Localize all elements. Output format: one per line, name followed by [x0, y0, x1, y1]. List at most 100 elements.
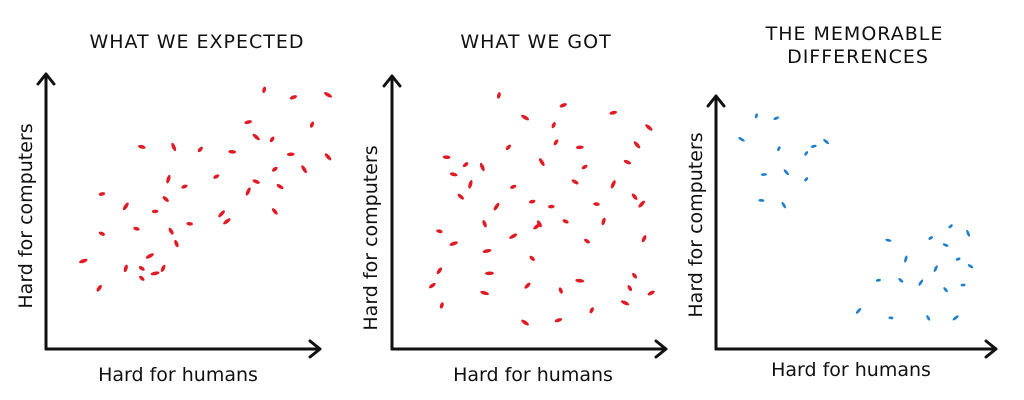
scatter-point: [758, 198, 765, 202]
scatter-point: [166, 174, 171, 184]
scatter-point: [509, 233, 518, 239]
scatter-point: [276, 184, 284, 190]
scatter-point: [289, 95, 298, 100]
scatter-point: [436, 267, 443, 275]
scatter-point: [562, 219, 569, 224]
scatter-point: [98, 192, 106, 196]
scatter-point: [898, 278, 904, 283]
scatter-point: [631, 193, 638, 200]
chart-title: WHAT WE GOT: [460, 31, 611, 53]
scatter-point: [462, 162, 469, 168]
scatter-point: [933, 265, 938, 273]
scatter-point: [553, 139, 559, 146]
scatter-point: [645, 124, 653, 131]
scatter-point: [942, 243, 949, 247]
scatter-point: [538, 158, 545, 167]
panel-expected: WHAT WE EXPECTED Hard for humans Hard fo…: [15, 31, 332, 386]
scatter-point: [773, 116, 780, 120]
scatter-point: [480, 290, 489, 296]
scatter-point: [575, 278, 585, 283]
scatter-point: [521, 319, 529, 326]
scatter-point: [151, 209, 159, 214]
scatter-point: [627, 285, 633, 292]
scatter-point: [439, 302, 444, 309]
scatter-point: [162, 196, 169, 202]
scatter-point: [324, 153, 332, 161]
scatter-point: [810, 144, 817, 148]
scatter-point: [593, 202, 600, 206]
scatter-point: [286, 152, 295, 157]
y-axis: [36, 72, 56, 351]
title-line: DIFFERENCES: [787, 46, 929, 68]
x-axis: [44, 339, 322, 359]
scatter-point: [493, 202, 500, 211]
chart-title: WHAT WE EXPECTED: [89, 31, 304, 53]
scatter-point: [137, 144, 146, 149]
scatter-point: [529, 255, 535, 261]
chart-title: THE MEMORABLE DIFFERENCES: [765, 23, 951, 68]
scatter-point: [943, 287, 948, 293]
scatter-point: [521, 114, 530, 121]
scatter-point: [468, 179, 473, 189]
scatter-point: [482, 220, 487, 228]
scatter-point: [457, 193, 464, 200]
scatter-point: [952, 315, 959, 321]
scatter-points: [429, 92, 655, 326]
scatter-point: [760, 173, 767, 176]
scatter-point: [171, 142, 177, 152]
scatter-point: [823, 138, 830, 145]
scatter-point: [918, 279, 924, 286]
scatter-point: [804, 177, 809, 182]
scatter-point: [601, 217, 606, 226]
scatter-point: [960, 283, 966, 287]
scatter-point: [449, 241, 458, 246]
scatter-point: [160, 264, 166, 272]
scatter-point: [429, 282, 436, 289]
scatter-point: [738, 137, 745, 142]
y-axis-label: Hard for computers: [15, 123, 37, 308]
scatter-point: [271, 208, 278, 215]
scatter-point: [632, 272, 638, 279]
scatter-point: [138, 266, 145, 271]
panel-differences: THE MEMORABLE DIFFERENCES Hard for human…: [685, 23, 998, 381]
scatter-point: [213, 174, 220, 179]
scatter-point: [559, 103, 567, 108]
scatter-point: [575, 145, 584, 150]
scatter-point: [524, 282, 531, 289]
scatter-point: [926, 315, 931, 321]
scatter-point: [533, 223, 541, 230]
scatter-point: [186, 221, 193, 226]
scatter-point: [955, 257, 961, 261]
scatter-point: [855, 308, 862, 314]
scatter-point: [638, 200, 646, 208]
scatter-point: [647, 290, 655, 296]
scatter-point: [620, 300, 630, 306]
x-axis-label: Hard for humans: [771, 359, 931, 381]
scatter-point: [783, 169, 789, 176]
scatter-point: [150, 271, 160, 276]
y-axis: [706, 94, 726, 351]
scatter-point: [223, 218, 231, 225]
scatter-point: [804, 151, 808, 156]
y-axis-label: Hard for computers: [360, 145, 382, 330]
scatter-point: [449, 172, 458, 177]
scatter-point: [885, 238, 892, 242]
x-axis: [390, 339, 668, 359]
scatter-point: [609, 110, 618, 115]
scatter-point: [641, 235, 647, 243]
scatter-point: [551, 121, 556, 129]
scatter-point: [904, 255, 908, 263]
scatter-point: [571, 179, 579, 185]
scatter-point: [133, 226, 140, 231]
scatter-point: [528, 199, 536, 204]
scatter-point: [174, 239, 179, 248]
scatter-point: [589, 307, 594, 314]
scatter-point: [228, 149, 237, 154]
scatter-point: [139, 275, 145, 281]
scatter-point: [301, 165, 307, 174]
scatter-point: [967, 264, 974, 269]
scatter-point: [98, 231, 106, 236]
scatter-point: [610, 180, 616, 189]
scatter-point: [245, 187, 251, 196]
scatter-point: [875, 278, 881, 282]
